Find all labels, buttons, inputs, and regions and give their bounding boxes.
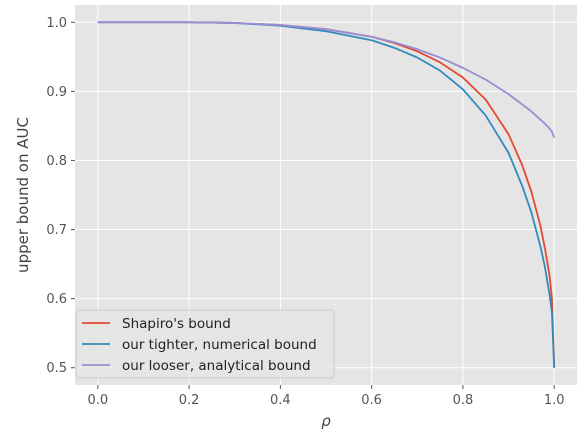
x-tick-label: 0.4 xyxy=(270,393,291,408)
x-tick-label: 0.0 xyxy=(87,393,108,408)
y-tick-label: 0.5 xyxy=(46,361,67,376)
x-tick-label: 0.2 xyxy=(179,393,200,408)
legend-box xyxy=(75,309,335,379)
legend-label: Shapiro's bound xyxy=(122,316,231,332)
x-tick-label: 0.8 xyxy=(453,393,474,408)
y-tick-label: 0.8 xyxy=(46,154,67,169)
x-axis-ticks: 0.0 0.2 0.4 0.6 0.8 1.0 xyxy=(87,385,565,408)
y-tick-label: 0.7 xyxy=(46,223,67,238)
legend-label: our tighter, numerical bound xyxy=(122,337,317,353)
y-axis-label: upper bound on AUC xyxy=(14,117,32,273)
grid-lines xyxy=(75,5,577,385)
x-tick-label: 1.0 xyxy=(544,393,565,408)
legend-label: our looser, analytical bound xyxy=(122,358,311,374)
series-line-3 xyxy=(97,21,556,138)
x-axis-label: ρ xyxy=(321,412,331,430)
legend: Shapiro's bound our tighter, numerical bo… xyxy=(75,309,335,379)
x-tick-label: 0.6 xyxy=(361,393,382,408)
y-axis-ticks: 0.5 0.6 0.7 0.8 0.9 1.0 xyxy=(46,16,75,376)
y-tick-label: 0.9 xyxy=(46,85,67,100)
series-lines xyxy=(97,21,556,368)
y-tick-label: 0.6 xyxy=(46,292,67,307)
y-tick-label: 1.0 xyxy=(46,16,67,31)
